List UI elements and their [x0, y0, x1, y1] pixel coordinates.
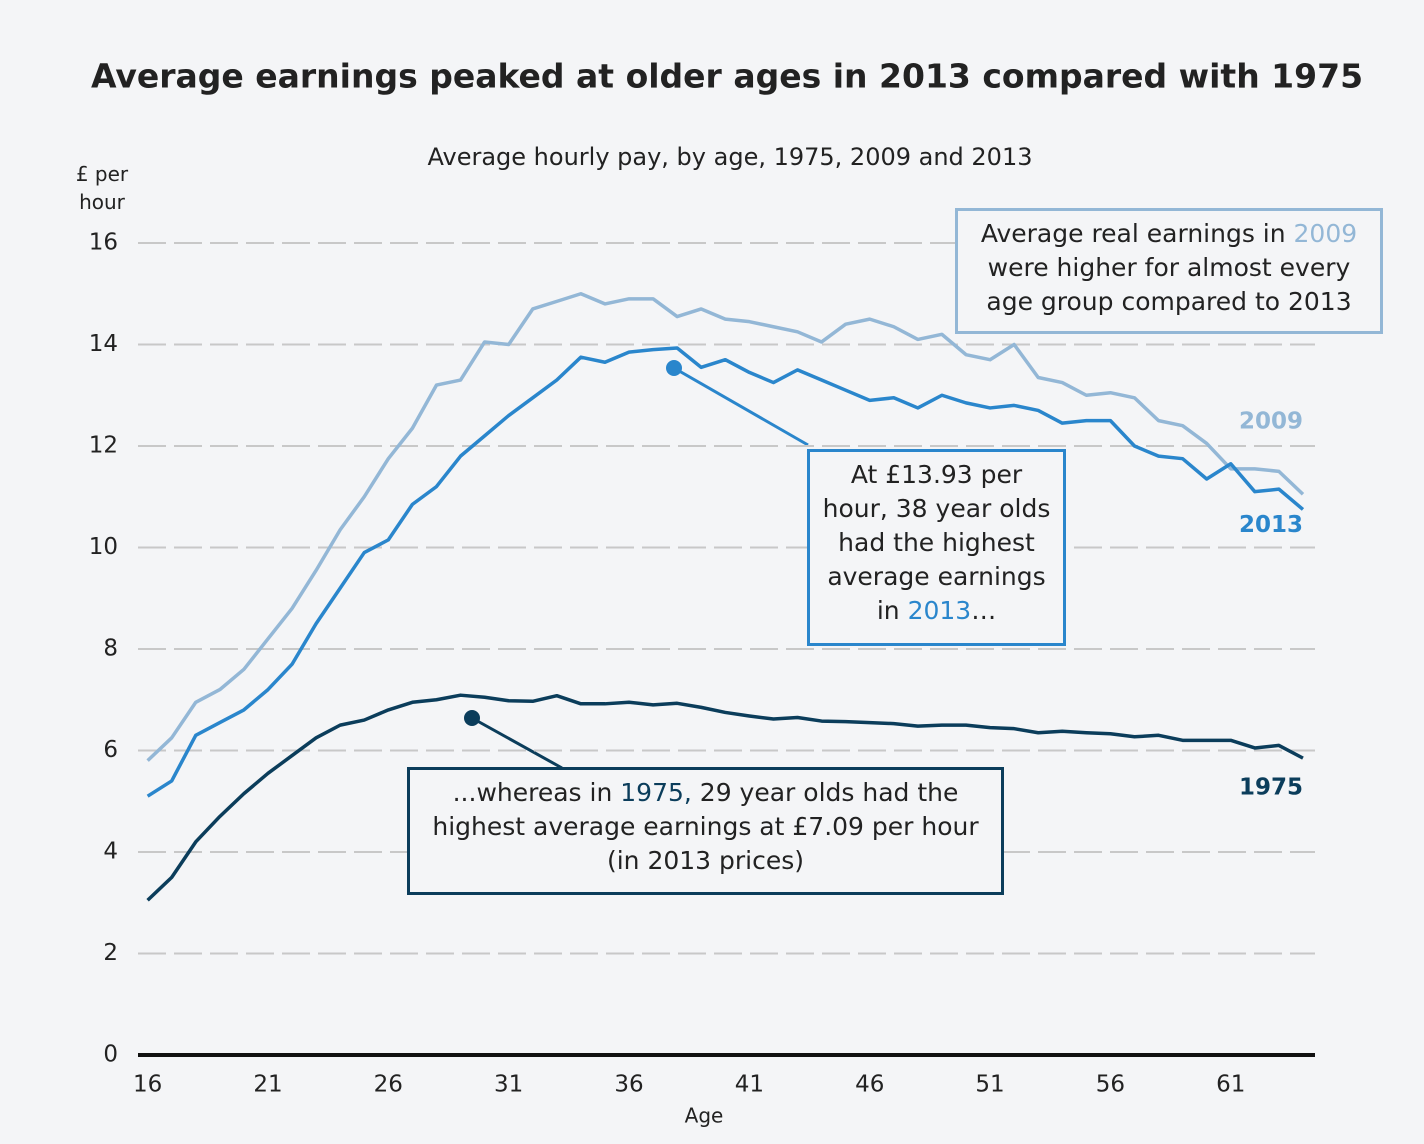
series-label: 2009	[1239, 409, 1303, 435]
annotation-text: Average real earnings in	[980, 219, 1294, 248]
annotation-text: 29 year olds had the highest average ear…	[432, 778, 979, 875]
y-tick-label: 2	[103, 940, 118, 966]
series-label: 1975	[1239, 775, 1303, 801]
annotation: ...whereas in 1975, 29 year olds had the…	[407, 767, 1004, 895]
pointer-line	[673, 366, 809, 447]
y-tick-label: 14	[89, 331, 118, 357]
y-tick-label: 0	[103, 1042, 118, 1068]
annotation-text: At £13.93 per hour, 38 year olds had the…	[822, 460, 1051, 625]
x-tick-label: 31	[494, 1072, 523, 1098]
x-tick-label: 61	[1216, 1072, 1245, 1098]
series-line	[146, 346, 1305, 798]
annotation: At £13.93 per hour, 38 year olds had the…	[807, 449, 1066, 646]
annotation: Average real earnings in 2009 were highe…	[955, 208, 1383, 334]
annotation-text: …	[971, 596, 997, 625]
chart-title: Average earnings peaked at older ages in…	[91, 57, 1363, 96]
x-tick-label: 26	[374, 1072, 403, 1098]
series-label: 2013	[1239, 512, 1303, 538]
y-tick-label: 4	[103, 839, 118, 865]
x-tick-label: 16	[133, 1072, 162, 1098]
annotation-text: 2009	[1293, 219, 1358, 248]
x-tick-label: 51	[975, 1072, 1004, 1098]
x-tick-label: 56	[1096, 1072, 1125, 1098]
y-axis-label: £ per hour	[75, 162, 129, 214]
pointer-dot	[666, 360, 682, 376]
x-tick-label: 36	[614, 1072, 643, 1098]
x-tick-label: 41	[735, 1072, 764, 1098]
pointer-dot	[464, 710, 480, 726]
annotation-text: 1975,	[620, 778, 692, 807]
x-tick-label: 46	[855, 1072, 884, 1098]
y-tick-label: 12	[89, 433, 118, 459]
pointer-line	[471, 716, 563, 770]
series-line	[146, 292, 1305, 762]
annotation-text: 2013	[907, 596, 972, 625]
y-tick-label: 6	[103, 737, 118, 763]
x-tick-label: 21	[253, 1072, 282, 1098]
chart-subtitle: Average hourly pay, by age, 1975, 2009 a…	[428, 143, 1033, 171]
annotation-text: ...whereas in	[452, 778, 621, 807]
y-tick-label: 16	[89, 230, 118, 256]
x-axis-label: Age	[685, 1104, 724, 1128]
annotation-text: were higher for almost every age group c…	[986, 253, 1352, 316]
y-tick-label: 8	[103, 636, 118, 662]
grid: 0 2 4 6 8 10 12 14 16	[89, 230, 1315, 1068]
y-tick-label: 10	[89, 534, 118, 560]
series-line	[146, 693, 1304, 902]
